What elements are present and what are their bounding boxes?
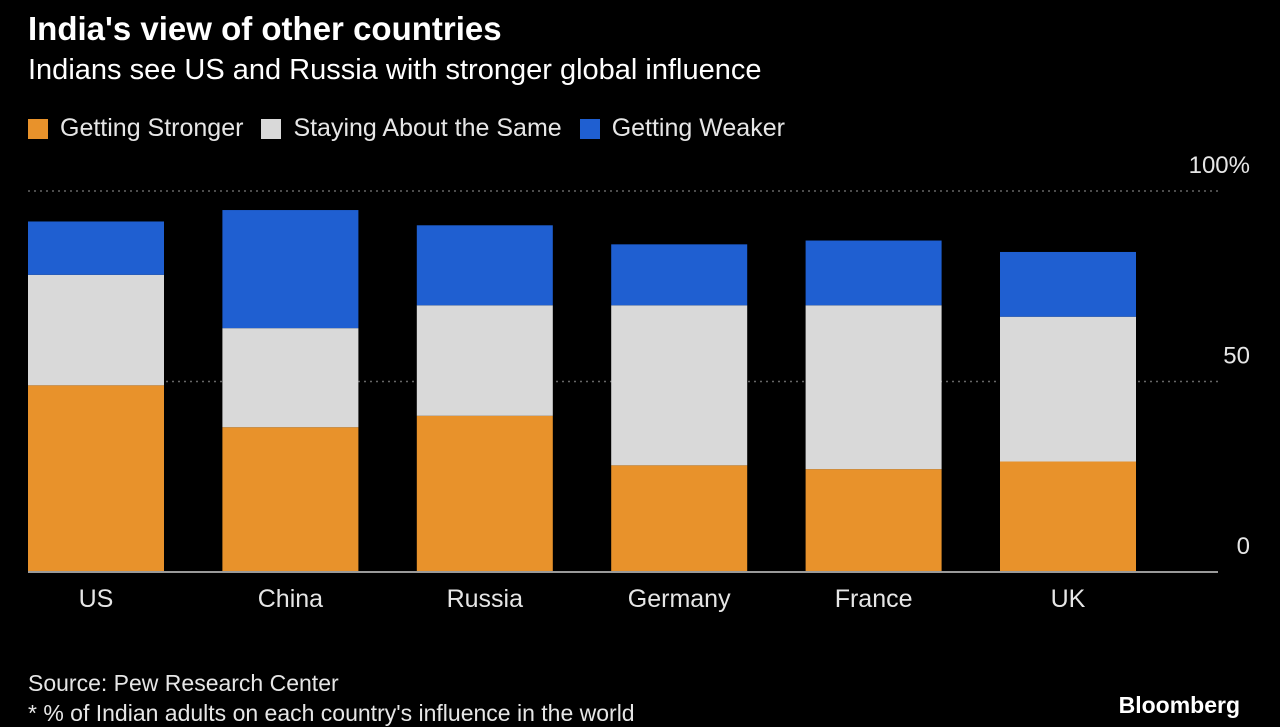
bar-china-same: [222, 328, 359, 428]
chart-subtitle: Indians see US and Russia with stronger …: [28, 54, 762, 86]
bloomberg-logo: Bloomberg: [1118, 692, 1240, 718]
bar-france-same: [805, 305, 942, 470]
legend-item-stronger: Getting Stronger: [28, 114, 243, 143]
bar-us-stronger: [28, 385, 164, 572]
bar-china-stronger: [222, 427, 359, 572]
chart-title: India's view of other countries: [28, 10, 502, 47]
x-tick-label: US: [79, 585, 114, 613]
bar-germany-same: [611, 305, 748, 466]
legend-item-same: Staying About the Same: [261, 114, 562, 143]
legend-swatch-stronger: [28, 118, 48, 139]
source-note: Source: Pew Research Center: [28, 670, 339, 696]
legend-label-stronger: Getting Stronger: [60, 114, 244, 142]
y-tick-label: 100%: [1189, 152, 1250, 179]
x-tick-label: UK: [1051, 585, 1086, 613]
legend: Getting Stronger Staying About the Same …: [28, 114, 803, 143]
legend-swatch-weaker: [579, 118, 600, 139]
legend-label-same: Staying About the Same: [293, 114, 562, 142]
bar-china-weaker: [222, 210, 359, 329]
bar-france-weaker: [805, 240, 942, 306]
bar-russia-weaker: [416, 225, 553, 306]
bar-russia-stronger: [416, 415, 553, 572]
x-tick-label: China: [258, 585, 323, 613]
bar-germany-stronger: [611, 465, 748, 572]
bar-us-weaker: [28, 221, 164, 275]
footnote: * % of Indian adults on each country's i…: [28, 700, 635, 726]
bar-uk-stronger: [1000, 461, 1136, 572]
bar-uk-same: [1000, 316, 1136, 462]
legend-item-weaker: Getting Weaker: [579, 114, 785, 143]
legend-label-weaker: Getting Weaker: [611, 114, 785, 142]
y-tick-label: 50: [1223, 343, 1250, 370]
x-tick-label: Russia: [447, 585, 524, 613]
bar-france-stronger: [805, 469, 942, 572]
bar-russia-same: [416, 305, 553, 416]
x-tick-label: Germany: [628, 585, 731, 613]
legend-swatch-same: [261, 118, 282, 139]
bar-us-same: [28, 274, 164, 386]
y-tick-label: 0: [1237, 533, 1250, 560]
bar-germany-weaker: [611, 244, 748, 306]
bar-uk-weaker: [1000, 251, 1136, 317]
x-tick-label: France: [835, 585, 913, 613]
